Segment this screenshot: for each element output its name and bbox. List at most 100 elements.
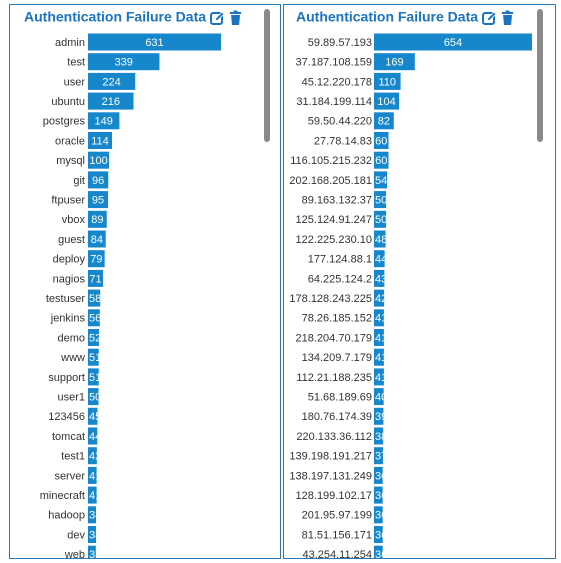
- bar: [88, 112, 120, 130]
- value-label: 50: [89, 392, 101, 404]
- value-label: 42: [375, 293, 387, 305]
- bar: [374, 447, 383, 465]
- category-label: 45.12.220.178: [302, 76, 372, 88]
- category-label: demo: [57, 332, 85, 344]
- bar: [374, 545, 383, 558]
- panel-icons: [210, 10, 242, 26]
- category-label: 37.187.108.159: [296, 57, 372, 69]
- bar: [88, 545, 96, 558]
- bar: [374, 348, 384, 366]
- value-label: 41: [375, 352, 387, 364]
- delete-icon[interactable]: [502, 10, 514, 26]
- value-label: 54: [375, 175, 387, 187]
- bar: [374, 309, 384, 327]
- bar: [374, 329, 384, 346]
- bar: [88, 407, 98, 425]
- edit-icon[interactable]: [482, 11, 497, 25]
- delete-icon[interactable]: [230, 10, 242, 26]
- bar: [88, 92, 134, 110]
- panel-frame: [9, 4, 281, 559]
- category-label: 51.68.189.69: [308, 392, 372, 404]
- bar: [374, 33, 532, 51]
- category-label: www: [60, 352, 85, 364]
- category-label: 218.204.70.179: [296, 332, 372, 344]
- bar: [374, 132, 389, 149]
- bar: [88, 427, 98, 445]
- category-label: postgres: [43, 116, 86, 128]
- value-label: 96: [92, 175, 104, 187]
- bar: [88, 269, 103, 287]
- bar: [88, 447, 97, 465]
- bar: [88, 230, 106, 248]
- bar: [374, 171, 388, 189]
- bar: [374, 72, 401, 90]
- bar: [88, 210, 107, 228]
- value-label: 60: [375, 155, 387, 167]
- category-label: vbox: [62, 214, 86, 226]
- value-label: 37: [89, 549, 101, 561]
- category-label: jenkins: [50, 313, 86, 325]
- bar: [88, 309, 100, 327]
- value-label: 339: [115, 57, 133, 69]
- bar: [374, 191, 387, 209]
- category-label: 43.254.11.254: [302, 549, 372, 561]
- value-label: 100: [89, 155, 107, 167]
- bar: [88, 191, 109, 209]
- category-label: 78.26.185.152: [302, 313, 372, 325]
- value-label: 41: [375, 313, 387, 325]
- category-label: 27.78.14.83: [314, 135, 372, 147]
- category-label: admin: [55, 37, 85, 49]
- value-label: 44: [375, 254, 387, 266]
- bar: [88, 72, 136, 90]
- value-label: 38: [89, 529, 101, 541]
- panel-title: Authentication Failure Data: [296, 9, 478, 25]
- category-label: 116.105.215.232: [290, 155, 372, 167]
- value-label: 51: [89, 352, 101, 364]
- value-label: 41: [89, 470, 101, 482]
- bar: [374, 210, 387, 228]
- value-label: 114: [91, 135, 109, 147]
- category-label: 81.51.156.171: [302, 529, 372, 541]
- category-label: user: [64, 76, 86, 88]
- category-label: 138.197.131.249: [289, 470, 372, 482]
- value-label: 43: [375, 273, 387, 285]
- category-label: mysql: [56, 155, 85, 167]
- category-label: 125.124.91.247: [296, 214, 372, 226]
- category-label: support: [48, 372, 85, 384]
- category-label: testuser: [46, 293, 85, 305]
- category-label: tomcat: [52, 431, 85, 443]
- value-label: 110: [379, 76, 397, 88]
- bar: [88, 250, 105, 268]
- bar: [374, 230, 386, 248]
- category-label: deploy: [53, 254, 86, 266]
- bar: [374, 427, 384, 445]
- value-label: 71: [89, 273, 101, 285]
- bar: [374, 486, 383, 504]
- category-label: minecraft: [40, 490, 85, 502]
- value-label: 50: [375, 195, 387, 207]
- bar: [88, 526, 97, 543]
- category-label: 31.184.199.114: [296, 96, 372, 108]
- scrollbar[interactable]: [537, 9, 543, 142]
- panel-title: Authentication Failure Data: [24, 9, 206, 25]
- value-label: 84: [91, 234, 103, 246]
- value-label: 56: [89, 313, 101, 325]
- panel-frame: [283, 4, 556, 559]
- value-label: 36: [375, 529, 387, 541]
- edit-icon[interactable]: [210, 11, 225, 25]
- category-label: 89.163.132.37: [302, 195, 372, 207]
- value-label: 216: [102, 96, 120, 108]
- value-label: 36: [375, 510, 387, 522]
- category-label: 177.124.88.1: [308, 254, 372, 266]
- panel: admin 631 test 339 user 224 ubuntu 216 postgres 1…: [40, 33, 221, 561]
- value-label: 37: [375, 451, 387, 463]
- value-label: 38: [89, 510, 101, 522]
- category-label: 178.128.243.225: [289, 293, 372, 305]
- category-label: oracle: [55, 135, 85, 147]
- scrollbar[interactable]: [264, 9, 270, 142]
- category-label: ftpuser: [51, 195, 85, 207]
- bar: [88, 486, 97, 504]
- value-label: 631: [145, 37, 163, 49]
- category-label: 59.89.57.193: [308, 37, 372, 49]
- category-label: test: [67, 57, 85, 69]
